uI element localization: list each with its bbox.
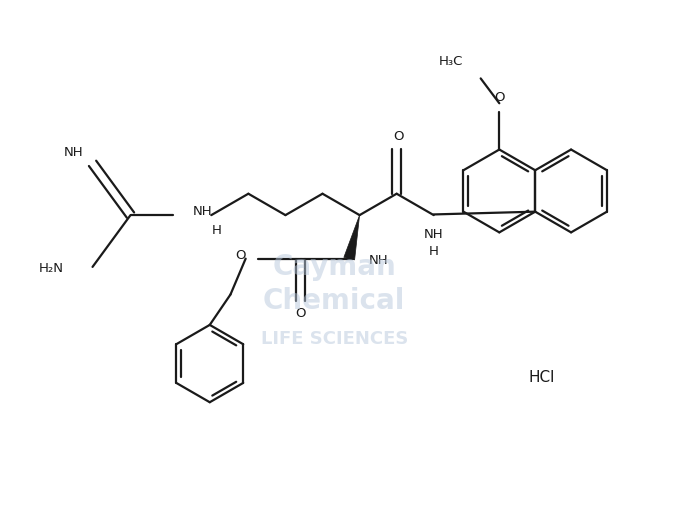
Polygon shape [344, 215, 360, 260]
Text: H₂N: H₂N [38, 262, 63, 275]
Text: NH: NH [63, 147, 83, 160]
Text: O: O [494, 91, 505, 104]
Text: O: O [235, 249, 246, 262]
Text: Chemical: Chemical [263, 288, 405, 316]
Text: NH: NH [424, 228, 443, 241]
Text: Cayman: Cayman [272, 253, 396, 281]
Text: H: H [212, 224, 221, 237]
Text: NH: NH [193, 205, 212, 218]
Text: H₃C: H₃C [439, 55, 464, 68]
Text: HCl: HCl [528, 370, 555, 385]
Text: NH: NH [369, 254, 388, 267]
Text: LIFE SCIENCES: LIFE SCIENCES [260, 330, 408, 348]
Text: H: H [429, 244, 438, 257]
Text: O: O [393, 130, 403, 143]
Text: O: O [296, 307, 306, 320]
